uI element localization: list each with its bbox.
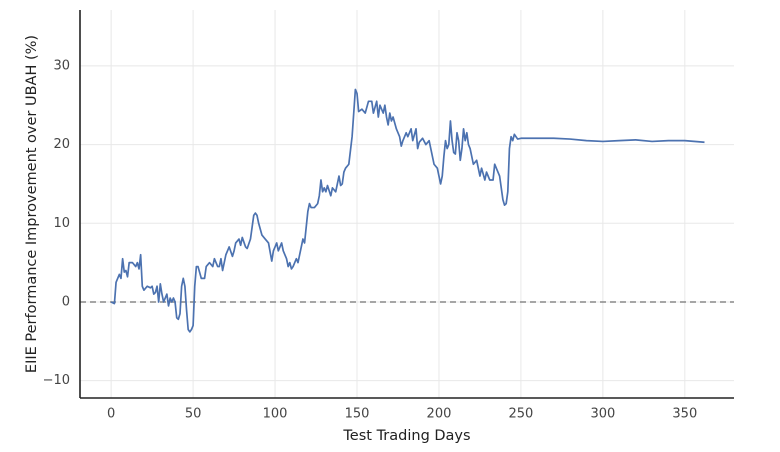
y-tick-label: 10 — [53, 216, 70, 231]
x-tick-label: 0 — [107, 407, 115, 422]
x-tick-label: 150 — [345, 407, 370, 422]
x-tick-label: 100 — [263, 407, 288, 422]
x-axis-label: Test Trading Days — [342, 428, 470, 444]
y-axis-label: EIIE Performance Improvement over UBAH (… — [24, 35, 40, 373]
y-tick-label: 20 — [53, 137, 70, 152]
y-tick-label: 0 — [62, 294, 70, 309]
y-tick-label: 30 — [53, 58, 70, 73]
data-line — [110, 88, 705, 333]
y-tick-label: −10 — [43, 373, 70, 388]
x-tick-label: 250 — [509, 407, 534, 422]
x-tick-label: 350 — [672, 407, 697, 422]
x-tick-label: 300 — [590, 407, 615, 422]
x-tick-label: 200 — [427, 407, 452, 422]
x-tick-label: 50 — [185, 407, 202, 422]
